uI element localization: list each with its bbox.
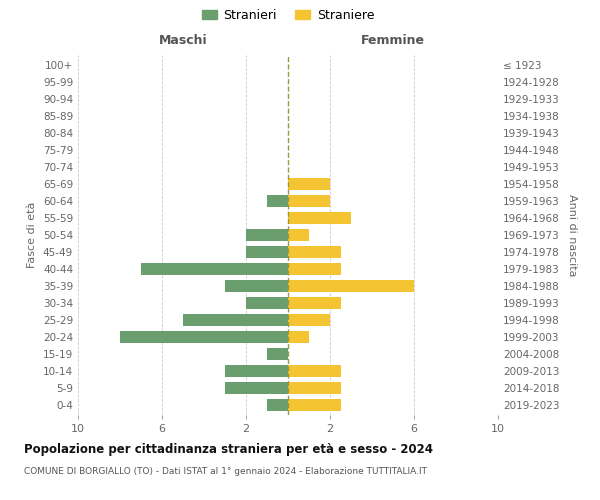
Bar (288, 178, 330, 190)
Bar (267, 195, 288, 207)
Bar (288, 382, 341, 394)
Bar (120, 331, 288, 343)
Bar (246, 246, 288, 258)
Text: COMUNE DI BORGIALLO (TO) - Dati ISTAT al 1° gennaio 2024 - Elaborazione TUTTITAL: COMUNE DI BORGIALLO (TO) - Dati ISTAT al… (24, 468, 427, 476)
Bar (246, 229, 288, 241)
Bar (288, 263, 341, 275)
Text: Maschi: Maschi (158, 34, 208, 46)
Bar (288, 195, 330, 207)
Bar (288, 212, 351, 224)
Y-axis label: Anni di nascita: Anni di nascita (566, 194, 577, 276)
Bar (288, 314, 330, 326)
Bar (183, 314, 288, 326)
Bar (288, 399, 341, 411)
Bar (267, 399, 288, 411)
Bar (288, 229, 309, 241)
Bar (141, 263, 288, 275)
Bar (288, 365, 341, 377)
Bar (288, 246, 341, 258)
Text: Femmine: Femmine (361, 34, 425, 46)
Bar (288, 280, 414, 292)
Bar (246, 297, 288, 309)
Bar (288, 297, 341, 309)
Legend: Stranieri, Straniere: Stranieri, Straniere (197, 4, 379, 26)
Bar (288, 331, 309, 343)
Bar (225, 365, 288, 377)
Text: Popolazione per cittadinanza straniera per età e sesso - 2024: Popolazione per cittadinanza straniera p… (24, 442, 433, 456)
Bar (225, 280, 288, 292)
Y-axis label: Fasce di età: Fasce di età (28, 202, 37, 268)
Bar (267, 348, 288, 360)
Bar (225, 382, 288, 394)
